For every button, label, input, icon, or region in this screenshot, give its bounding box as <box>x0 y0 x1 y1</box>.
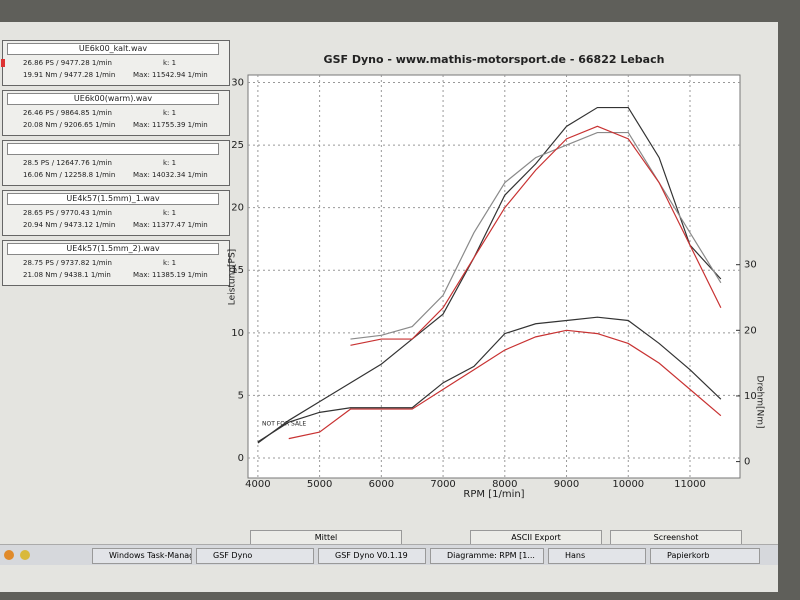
x-tick-label: 11000 <box>674 479 706 490</box>
file-panel: UE6k00_kalt.wav 26.86 PS / 9477.28 1/min k… <box>1 40 230 86</box>
panel-k: k: 1 <box>163 59 177 67</box>
x-tick-label: 10000 <box>612 479 644 490</box>
task-button[interactable]: Hans <box>548 548 646 564</box>
panel-max: Max: 11377.47 1/min <box>133 221 208 229</box>
x-axis-label: RPM [1/min] <box>463 489 524 500</box>
series-line <box>257 316 722 443</box>
panel-torque: 16.06 Nm / 12258.8 1/min <box>23 171 116 179</box>
panel-torque: 20.08 Nm / 9206.65 1/min <box>23 121 116 129</box>
file-name: UE4k57(1.5mm)_1.wav <box>7 193 219 205</box>
panel-torque: 21.08 Nm / 9438.1 1/min <box>23 271 111 279</box>
y-tick-label: 10 <box>231 328 244 339</box>
quick-icon[interactable] <box>20 550 30 560</box>
panel-max: Max: 11755.39 1/min <box>133 121 208 129</box>
panel-k: k: 1 <box>163 209 177 217</box>
task-button[interactable]: GSF Dyno V0.1.19 <box>318 548 426 564</box>
x-tick-label: 7000 <box>430 479 455 490</box>
y2-tick-label: 30 <box>744 260 757 271</box>
panel-k: k: 1 <box>163 159 177 167</box>
y2-tick-label: 20 <box>744 325 757 336</box>
file-panel: UE4k57(1.5mm)_1.wav 28.65 PS / 9770.43 1/… <box>2 190 230 236</box>
series-line <box>350 125 722 346</box>
panel-power: 26.86 PS / 9477.28 1/min <box>23 59 112 67</box>
screen: UE6k00_kalt.wav 26.86 PS / 9477.28 1/min k… <box>0 22 778 592</box>
x-tick-label: 6000 <box>369 479 394 490</box>
panel-power: 28.5 PS / 12647.76 1/min <box>23 159 112 167</box>
series-line <box>288 329 722 440</box>
file-name: UE6k00_kalt.wav <box>7 43 219 55</box>
panel-power: 26.46 PS / 9864.85 1/min <box>23 109 112 117</box>
task-button[interactable]: Papierkorb <box>650 548 760 564</box>
file-panel: UE4k57(1.5mm_2).wav 28.75 PS / 9737.82 1/… <box>2 240 230 286</box>
y2-axis-label: Drehm[Nm] <box>755 376 765 429</box>
series-line <box>257 106 722 444</box>
file-panel: 28.5 PS / 12647.76 1/min k: 1 16.06 Nm / 1… <box>2 140 230 186</box>
x-tick-label: 4000 <box>245 479 270 490</box>
x-tick-label: 9000 <box>554 479 579 490</box>
file-name: UE4k57(1.5mm_2).wav <box>7 243 219 255</box>
panel-max: Max: 14032.34 1/min <box>133 171 208 179</box>
chart: GSF Dyno - www.mathis-motorsport.de - 66… <box>228 53 765 500</box>
task-button[interactable]: Diagramme: RPM [1... <box>430 548 544 564</box>
task-button[interactable]: GSF Dyno <box>196 548 314 564</box>
panel-torque: 20.94 Nm / 9473.12 1/min <box>23 221 116 229</box>
chart-title: GSF Dyno - www.mathis-motorsport.de - 66… <box>324 53 665 66</box>
x-tick-label: 5000 <box>307 479 332 490</box>
y-tick-label: 30 <box>231 78 244 89</box>
y-tick-label: 0 <box>238 453 244 464</box>
panel-max: Max: 11542.94 1/min <box>133 71 208 79</box>
x-tick-label: 8000 <box>492 479 517 490</box>
panel-k: k: 1 <box>163 109 177 117</box>
y-tick-label: 25 <box>231 140 244 151</box>
y-axis-label: Leistung[PS] <box>228 249 238 305</box>
y-tick-label: 15 <box>231 265 244 276</box>
y2-tick-label: 10 <box>744 391 757 402</box>
y-tick-label: 20 <box>231 203 244 214</box>
task-button[interactable]: Windows Task-Manager <box>92 548 192 564</box>
panel-power: 28.65 PS / 9770.43 1/min <box>23 209 112 217</box>
start-icon[interactable] <box>4 550 14 560</box>
panel-torque: 19.91 Nm / 9477.28 1/min <box>23 71 116 79</box>
panel-power: 28.75 PS / 9737.82 1/min <box>23 259 112 267</box>
file-panel: UE6k00(warm).wav 26.46 PS / 9864.85 1/min… <box>2 90 230 136</box>
file-name-box <box>7 143 219 155</box>
plot-area <box>247 74 741 479</box>
panel-max: Max: 11385.19 1/min <box>133 271 208 279</box>
color-marker <box>1 59 5 67</box>
y2-tick-label: 0 <box>744 457 750 468</box>
y-tick-label: 5 <box>238 390 244 401</box>
panel-k: k: 1 <box>163 259 177 267</box>
file-name: UE6k00(warm).wav <box>7 93 219 105</box>
